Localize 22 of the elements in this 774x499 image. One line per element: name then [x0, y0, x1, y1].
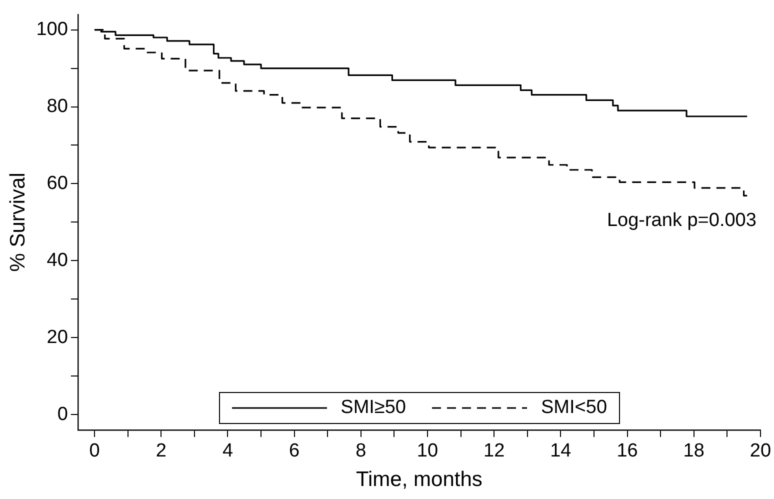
y-tick-label: 20: [46, 326, 68, 348]
legend-label: SMI<50: [541, 397, 608, 419]
annotation: Log-rank p=0.003: [606, 210, 756, 232]
x-tick-label: 4: [222, 440, 234, 462]
x-tick-label: 12: [484, 440, 505, 462]
y-tick-label: 40: [46, 250, 68, 271]
x-tick-label: 8: [356, 440, 366, 462]
x-tick-label: 18: [683, 440, 704, 462]
x-tick-label: 6: [289, 440, 300, 462]
y-axis-title: % Survival: [6, 172, 30, 272]
y-tick-label: 80: [46, 96, 68, 117]
y-tick-label: 100: [36, 19, 68, 40]
x-tick-label: 10: [416, 440, 438, 462]
x-tick-label: 20: [750, 440, 772, 462]
x-tick-label: 14: [550, 440, 572, 462]
legend-label: SMI≥50: [340, 397, 406, 419]
y-tick-label: 60: [46, 172, 68, 194]
x-axis-title: Time, months: [356, 468, 482, 492]
x-tick-label: 0: [89, 440, 100, 462]
x-tick-label: 2: [156, 440, 166, 462]
x-tick-label: 16: [616, 440, 638, 462]
y-tick-label: 0: [57, 404, 68, 425]
